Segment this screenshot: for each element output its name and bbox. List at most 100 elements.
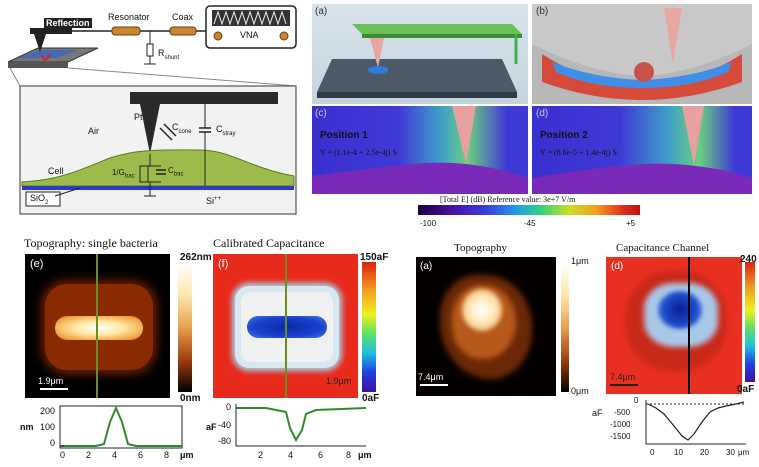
- profile-d-xtick-30: 30: [726, 448, 735, 457]
- title-topography: Topography: [454, 242, 507, 254]
- colorbar-d-min: 0aF: [737, 384, 755, 395]
- profile-f-xtick-4: 4: [288, 450, 294, 460]
- scale-label-f: 1.9μm: [326, 376, 352, 386]
- profile-f-plot: [235, 404, 367, 447]
- profile-d-xtick-0: 0: [650, 448, 655, 457]
- profile-d-plot: [645, 400, 746, 445]
- schematic-drawing: [7, 5, 297, 215]
- colorbar-d-max: 240: [740, 254, 757, 265]
- profile-d-ytick-500: -500: [614, 408, 631, 417]
- pt-label: Pt: [134, 112, 143, 122]
- capacitance-image-d: [606, 257, 742, 394]
- gbulk-label: 1/Gbac: [112, 168, 135, 180]
- profile-f-xtick-6: 6: [318, 450, 324, 460]
- profile-f-ytick-40: -40: [218, 420, 232, 430]
- pos2-admittance: Y = (8.6e-5 + 1.4e-4j) S: [540, 148, 617, 157]
- pos1-admittance: Y = (1.1e-4 + 2.5e-4j) S: [320, 148, 397, 157]
- profile-f-xtick-2: 2: [258, 450, 264, 460]
- sim-c-drawing: [312, 106, 528, 194]
- cstray-label: Cstray: [216, 124, 236, 137]
- pos1-label: Position 1: [320, 130, 368, 141]
- profile-e-xlabel: μm: [180, 450, 194, 460]
- colorbar-a-max: 1μm: [571, 256, 589, 266]
- reflection-label: Reflection: [44, 18, 92, 28]
- colorbar-a: [561, 262, 569, 392]
- colorbar-f: [362, 262, 376, 392]
- sim-colorbar-title: [Total E] (dB) Reference value: 3e+7 V/m: [440, 195, 576, 204]
- profile-f-ytick-0: 0: [226, 402, 232, 412]
- profile-e-ytick-200: 200: [40, 406, 56, 416]
- label-a: (a): [420, 261, 433, 272]
- scale-label-d: 7.4μm: [610, 372, 636, 382]
- sim-tick-max: +5: [626, 219, 636, 228]
- scale-label-a: 7.4μm: [418, 372, 444, 382]
- ccone-label: Ccone: [172, 122, 192, 135]
- colorbar-e: [178, 262, 192, 392]
- sim-panel-b: (b): [532, 4, 752, 104]
- cell-label: Cell: [48, 166, 64, 176]
- colorbar-e-min: 0nm: [180, 393, 201, 404]
- sim-b-drawing: [532, 8, 752, 104]
- profile-f-ytick-80: -80: [218, 436, 232, 446]
- colorbar-f-min: 0aF: [362, 393, 380, 404]
- profile-d-xlabel: μm: [738, 448, 750, 457]
- si-label: Si++: [206, 196, 222, 206]
- profile-d-xtick-10: 10: [674, 448, 683, 457]
- topography-image-a: [416, 257, 556, 396]
- scale-bar-a: [420, 384, 448, 386]
- label-e: (e): [30, 258, 44, 270]
- profile-e-xtick-4: 4: [112, 450, 118, 460]
- sim-panel-d: (d) Position 2 Y = (8.6e-5 + 1.4e-4j) S: [532, 106, 752, 194]
- profile-d-ytick-1500: -1500: [610, 432, 631, 441]
- sim-panel-a: (a): [312, 4, 528, 104]
- vna-label: VNA: [240, 30, 259, 40]
- profile-e-plot: [59, 405, 183, 449]
- air-label: Air: [88, 126, 99, 136]
- sio2-label: SiO2: [30, 193, 49, 206]
- title-calibrated-capacitance: Calibrated Capacitance: [213, 236, 325, 250]
- title-capacitance-channel: Capacitance Channel: [616, 242, 710, 254]
- profile-f-ylabel: aF: [206, 422, 217, 432]
- profile-e-ytick-100: 100: [40, 422, 56, 432]
- sim-tick-min: -100: [420, 219, 437, 228]
- title-topography-single: Topography: single bacteria: [24, 236, 158, 250]
- label-d: (d): [611, 261, 624, 272]
- colorbar-a-min: 0μm: [571, 386, 589, 396]
- sim-d-drawing: [532, 106, 752, 194]
- colorbar-d: [745, 262, 755, 382]
- rshunt-label: Rshunt: [158, 48, 180, 61]
- scale-label-e: 1.9μm: [38, 376, 64, 386]
- sim-a-label: (a): [315, 6, 328, 17]
- profile-e: nm 200 100 0 0 2 4 6 8 μm: [20, 402, 194, 462]
- profile-e-xtick-8: 8: [164, 450, 170, 460]
- profile-d-ytick-0: 0: [634, 396, 639, 405]
- resonator-label: Resonator: [108, 12, 150, 22]
- label-f: (f): [218, 258, 229, 270]
- profile-e-xtick-0: 0: [60, 450, 66, 460]
- scale-bar-e: [40, 388, 68, 390]
- cbulk-label: Cbac: [168, 166, 184, 178]
- profile-d: aF 0 -500 -1000 -1500 0 10 20 30 μm: [590, 396, 756, 462]
- profile-e-ytick-0: 0: [50, 438, 56, 448]
- sim-c-label: (c): [315, 108, 327, 119]
- sim-a-drawing: [317, 24, 522, 98]
- profile-f-xtick-8: 8: [346, 450, 352, 460]
- scale-bar-d: [610, 384, 638, 386]
- sim-panel-c: (c) Position 1 Y = (1.1e-4 + 2.5e-4j) S: [312, 106, 528, 194]
- profile-f-xlabel: μm: [358, 450, 372, 460]
- sim-tick-mid: -45: [524, 219, 536, 228]
- colorbar-e-max: 262nm: [180, 252, 212, 263]
- colorbar-f-max: 150aF: [360, 252, 389, 263]
- capacitance-image-f: [213, 254, 358, 398]
- topography-image-e: [25, 254, 170, 398]
- coax-label: Coax: [172, 12, 194, 22]
- profile-e-ylabel: nm: [20, 422, 34, 432]
- profile-d-ylabel: aF: [592, 408, 603, 418]
- profile-e-xtick-6: 6: [138, 450, 144, 460]
- sim-colorbar: [418, 205, 640, 215]
- profile-f: aF 0 -40 -80 2 4 6 8 μm: [206, 400, 376, 462]
- profile-d-xtick-20: 20: [700, 448, 709, 457]
- profile-e-xtick-2: 2: [86, 450, 92, 460]
- sim-b-label: (b): [536, 6, 549, 17]
- pos2-label: Position 2: [540, 130, 588, 141]
